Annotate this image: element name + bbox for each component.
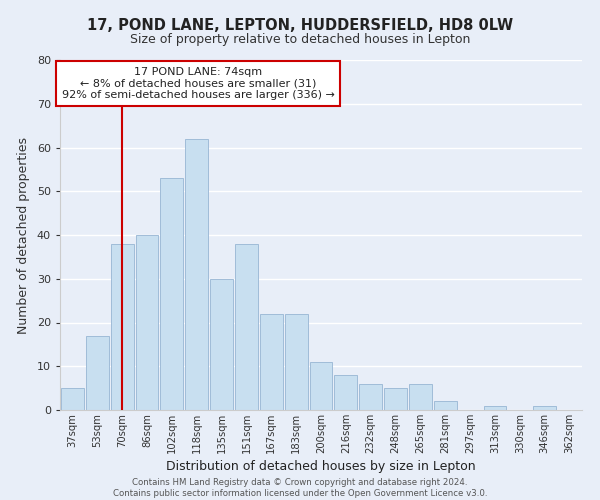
Bar <box>210 279 233 410</box>
Bar <box>533 406 556 410</box>
Bar <box>136 235 158 410</box>
Text: 17, POND LANE, LEPTON, HUDDERSFIELD, HD8 0LW: 17, POND LANE, LEPTON, HUDDERSFIELD, HD8… <box>87 18 513 32</box>
Bar <box>111 244 134 410</box>
Bar <box>260 314 283 410</box>
Bar <box>185 139 208 410</box>
X-axis label: Distribution of detached houses by size in Lepton: Distribution of detached houses by size … <box>166 460 476 473</box>
Text: 17 POND LANE: 74sqm
← 8% of detached houses are smaller (31)
92% of semi-detache: 17 POND LANE: 74sqm ← 8% of detached hou… <box>62 67 335 100</box>
Bar <box>384 388 407 410</box>
Text: Contains HM Land Registry data © Crown copyright and database right 2024.
Contai: Contains HM Land Registry data © Crown c… <box>113 478 487 498</box>
Bar <box>285 314 308 410</box>
Bar <box>434 401 457 410</box>
Bar <box>310 362 332 410</box>
Bar <box>61 388 84 410</box>
Bar <box>409 384 432 410</box>
Y-axis label: Number of detached properties: Number of detached properties <box>17 136 30 334</box>
Text: Size of property relative to detached houses in Lepton: Size of property relative to detached ho… <box>130 32 470 46</box>
Bar <box>359 384 382 410</box>
Bar <box>235 244 258 410</box>
Bar <box>484 406 506 410</box>
Bar <box>160 178 183 410</box>
Bar <box>334 375 357 410</box>
Bar <box>86 336 109 410</box>
